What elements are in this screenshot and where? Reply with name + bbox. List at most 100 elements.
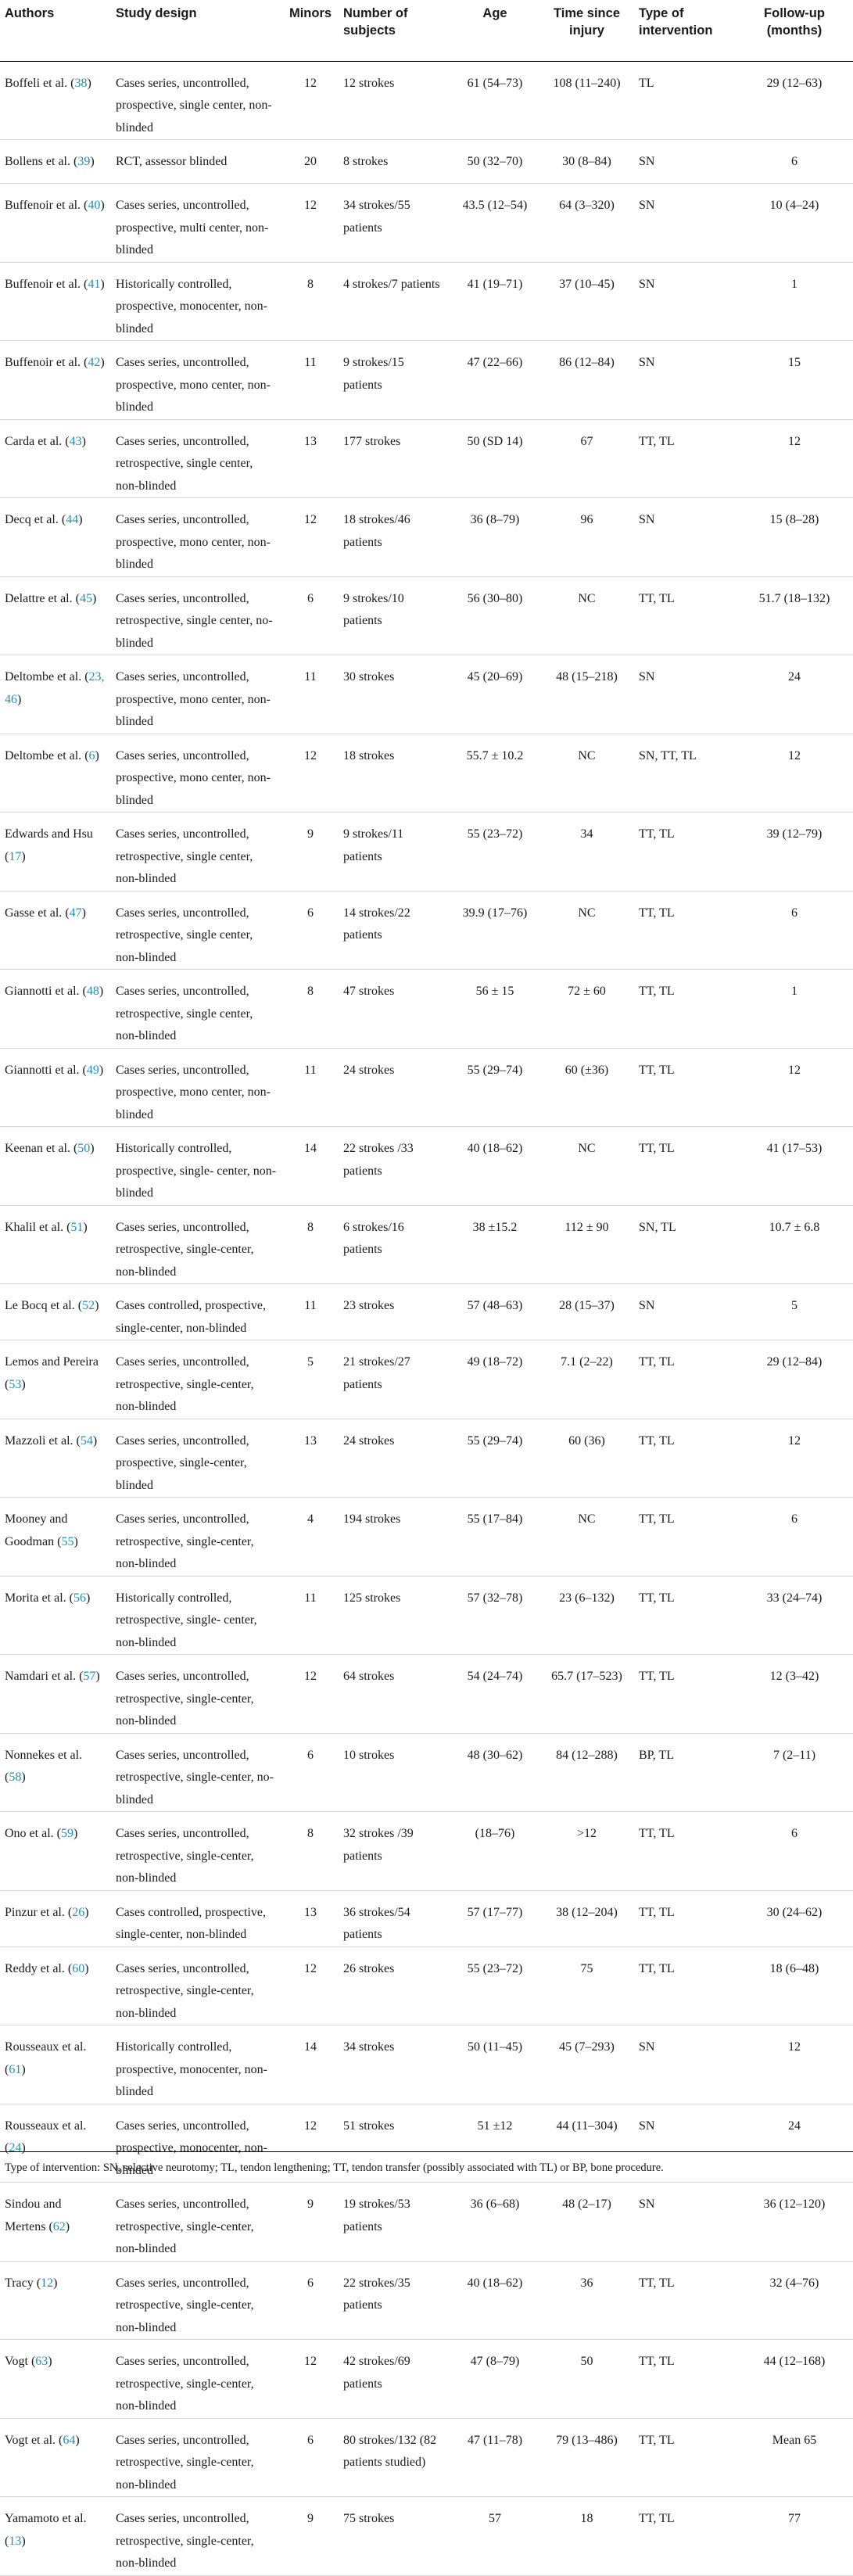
cell-minors: 12 <box>304 748 317 762</box>
cell-number-of-subjects: 34 strokes/55 patients <box>343 199 410 235</box>
table-row: Khalil et al. (51) Cases series, uncontro… <box>0 1205 853 1284</box>
cell-number-of-subjects: 21 strokes/27 patients <box>343 1355 410 1391</box>
author-name: Giannotti et al. <box>5 1063 80 1077</box>
cell-age: 43.5 (12–54) <box>462 199 528 212</box>
reference-link[interactable]: 47 <box>69 906 82 920</box>
reference-link[interactable]: 49 <box>86 1063 99 1077</box>
cell-follow-up: 41 (17–53) <box>766 1142 823 1155</box>
cell-age: 47 (22–66) <box>467 356 523 369</box>
author-name: Reddy et al. <box>5 1961 65 1975</box>
cell-study-design: Cases series, uncontrolled, retrospectiv… <box>116 2276 254 2334</box>
cell-minors: 6 <box>307 2433 314 2447</box>
reference-link[interactable]: 12 <box>41 2276 54 2290</box>
cell-number-of-subjects: 8 strokes <box>343 155 389 168</box>
cell-number-of-subjects: 22 strokes /33 patients <box>343 1142 414 1178</box>
reference-link[interactable]: 63 <box>35 2355 48 2368</box>
cell-type-of-intervention: TT, TL <box>639 1827 675 1840</box>
cell-time-since-injury: 79 (13–486) <box>556 2433 618 2447</box>
table-row: Buffenoir et al. (40) Cases series, uncon… <box>0 184 853 262</box>
cell-type-of-intervention: TT, TL <box>639 1670 675 1683</box>
cell-follow-up: 12 <box>788 1063 801 1077</box>
header-authors: Authors <box>0 0 111 62</box>
cell-time-since-injury: >12 <box>576 1827 597 1840</box>
cell-author: Deltombe et al. (23, 46) <box>5 670 105 706</box>
reference-link[interactable]: 17 <box>9 849 22 863</box>
reference-link[interactable]: 64 <box>63 2433 76 2447</box>
cell-time-since-injury: 86 (12–84) <box>559 356 615 369</box>
table-row: Edwards and Hsu (17) Cases series, uncont… <box>0 813 853 891</box>
cell-age: 36 (6–68) <box>470 2197 520 2211</box>
reference-link[interactable]: 39 <box>77 155 91 168</box>
reference-link[interactable]: 51 <box>70 1220 84 1234</box>
reference-link[interactable]: 57 <box>83 1670 96 1683</box>
reference-link[interactable]: 6 <box>88 748 95 762</box>
reference-link[interactable]: 58 <box>9 1771 22 1784</box>
reference-link[interactable]: 55 <box>61 1534 74 1548</box>
author-name: Buffenoir et al. <box>5 199 81 212</box>
cell-type-of-intervention: TT, TL <box>639 2512 675 2525</box>
cell-type-of-intervention: SN <box>639 199 655 212</box>
cell-author: Gasse et al. (47) <box>5 906 86 920</box>
cell-follow-up: 77 <box>788 2512 801 2525</box>
reference-link[interactable]: 26 <box>72 1905 85 1919</box>
cell-study-design: Cases series, uncontrolled, retrospectiv… <box>116 591 273 650</box>
cell-time-since-injury: 75 <box>580 1961 593 1975</box>
cell-time-since-injury: 34 <box>580 827 593 841</box>
cell-number-of-subjects: 4 strokes/7 patients <box>343 277 440 291</box>
cell-follow-up: 32 (4–76) <box>769 2276 819 2290</box>
cell-type-of-intervention: TT, TL <box>639 2433 675 2447</box>
reference-link[interactable]: 40 <box>88 199 101 212</box>
cell-author: Pinzur et al. (26) <box>5 1905 89 1919</box>
cell-type-of-intervention: SN <box>639 670 655 683</box>
reference-link[interactable]: 38 <box>74 76 88 90</box>
reference-link[interactable]: 62 <box>52 2219 66 2233</box>
cell-author: Bollens et al. (39) <box>5 155 95 168</box>
cell-number-of-subjects: 24 strokes <box>343 1063 395 1077</box>
author-name: Ono et al. <box>5 1827 54 1840</box>
cell-study-design: Cases series, uncontrolled, retrospectiv… <box>116 906 253 964</box>
cell-minors: 12 <box>304 76 317 90</box>
reference-link[interactable]: 48 <box>86 985 99 998</box>
cell-time-since-injury: 96 <box>580 513 593 526</box>
reference-link[interactable]: 13 <box>9 2534 22 2548</box>
reference-link[interactable]: 44 <box>66 513 79 526</box>
cell-age: 56 ± 15 <box>475 985 514 998</box>
cell-study-design: Historically controlled, retrospective, … <box>116 1591 257 1649</box>
reference-link[interactable]: 23, 46 <box>5 670 105 706</box>
cell-follow-up: 30 (24–62) <box>766 1905 823 1919</box>
author-name: Mooney and Goodman <box>5 1512 68 1548</box>
reference-link[interactable]: 41 <box>88 277 101 291</box>
table-row: Mazzoli et al. (54) Cases series, uncontr… <box>0 1419 853 1498</box>
cell-time-since-injury: 7.1 (2–22) <box>561 1355 613 1369</box>
reference-link[interactable]: 52 <box>82 1299 95 1312</box>
cell-age: (18–76) <box>475 1827 515 1840</box>
reference-link[interactable]: 45 <box>79 591 92 605</box>
reference-link[interactable]: 60 <box>72 1961 85 1975</box>
reference-link[interactable]: 24 <box>9 2141 22 2154</box>
reference-link[interactable]: 43 <box>69 434 82 448</box>
cell-follow-up: 5 <box>791 1299 797 1312</box>
cell-author: Delattre et al. (45) <box>5 591 97 605</box>
reference-link[interactable]: 42 <box>88 356 101 369</box>
reference-link[interactable]: 59 <box>60 1827 73 1840</box>
reference-link[interactable]: 50 <box>77 1142 91 1155</box>
cell-number-of-subjects: 26 strokes <box>343 1961 395 1975</box>
cell-follow-up: 51.7 (18–132) <box>758 591 830 605</box>
cell-minors: 20 <box>304 155 317 168</box>
cell-type-of-intervention: SN <box>639 2119 655 2133</box>
cell-age: 50 (11–45) <box>467 2040 523 2054</box>
reference-link[interactable]: 61 <box>9 2062 22 2076</box>
author-name: Morita et al. <box>5 1591 66 1605</box>
cell-type-of-intervention: TT, TL <box>639 985 675 998</box>
cell-time-since-injury: 18 <box>580 2512 593 2525</box>
cell-time-since-injury: 45 (7–293) <box>559 2040 615 2054</box>
cell-follow-up: 6 <box>791 1827 797 1840</box>
reference-link[interactable]: 53 <box>9 1377 22 1391</box>
table-row: Bollens et al. (39) RCT, assessor blinded… <box>0 140 853 184</box>
cell-type-of-intervention: SN <box>639 1299 655 1312</box>
reference-link[interactable]: 54 <box>80 1433 93 1448</box>
cell-minors: 13 <box>304 1905 317 1919</box>
cell-number-of-subjects: 36 strokes/54 patients <box>343 1905 410 1942</box>
reference-link[interactable]: 56 <box>73 1591 86 1605</box>
cell-follow-up: 18 (6–48) <box>769 1961 819 1975</box>
